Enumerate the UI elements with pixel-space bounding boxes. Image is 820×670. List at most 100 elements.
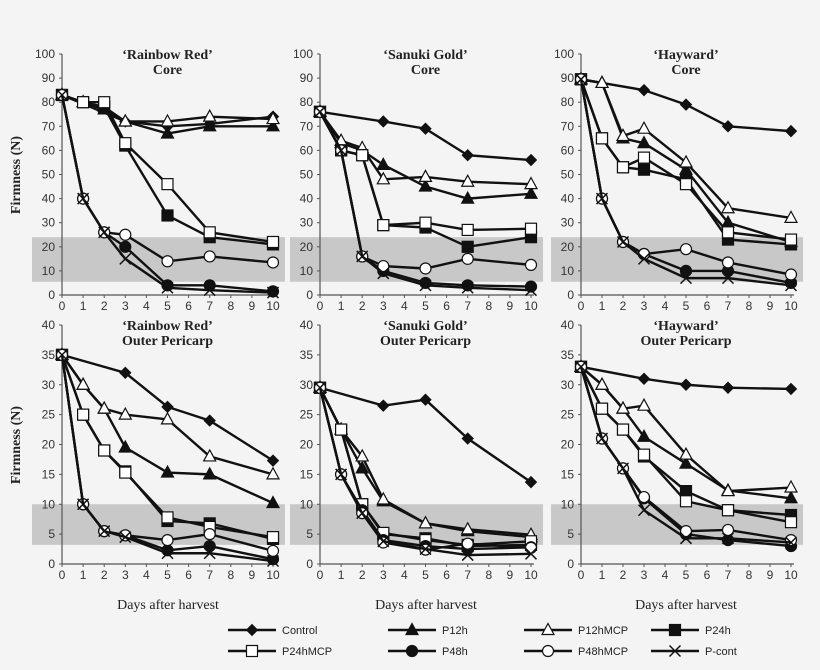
y-tick-label: 0 [306,288,313,302]
y-tick-label: 20 [561,240,575,254]
series-p12hmcp-point [376,491,391,505]
panel-title: ‘Sanuki Gold’ [383,48,467,63]
series-p12h-point [523,186,539,199]
series-p24hmcp-point [335,423,348,436]
series-control-point [419,393,432,406]
panel-title: ‘Rainbow Red’ [122,48,213,63]
series-p24hmcp-point [595,132,609,145]
legend-item-p-cont: P-cont [651,644,737,658]
series-p-cont-point [595,192,609,205]
panel-subtitle: Outer Pericarp [640,334,731,349]
series-p24hmcp-point [161,178,174,191]
series-p-cont [574,360,798,549]
series-p24h-point [461,240,474,253]
y-tick-label: 10 [561,264,575,278]
series-p12hmcp-point [160,411,175,425]
x-tick-label: 0 [59,568,66,582]
series-p-cont-point-stroke [356,507,369,520]
series-p-cont-point-stroke [679,532,693,545]
series-p48h-point [203,539,216,553]
legend-item-p24h: P24h [651,623,731,637]
y-tick-label: 35 [300,348,314,362]
x-tick-label: 9 [767,568,774,582]
series-p-cont-point [461,281,474,294]
series-p-cont-point-stroke [203,284,216,297]
series-p48hmcp-point [784,533,798,547]
series-p24hmcp-point [616,423,630,436]
series-p24hmcp-point [266,235,280,249]
x-tick-label: 3 [122,568,129,582]
series-p-cont-point [203,284,216,297]
y-tick-label: 20 [42,438,56,452]
series-p-cont-point-stroke [356,250,369,263]
y-axis-label-top: Firmness (N) [9,136,24,214]
x-tick-label: 7 [464,568,471,582]
x-tick-label: 5 [683,568,690,582]
series-p24hmcp-point [721,504,735,517]
y-tick-label: 70 [300,119,314,133]
series-p12h-point [118,439,133,453]
series-p48hmcp-point [419,262,432,275]
series-p24hmcp-point [119,466,132,479]
series-p-cont-point-stroke [461,549,474,562]
y-tick-label: 80 [42,95,56,109]
series-p-cont-point-stroke [119,252,132,265]
series-p12hmcp-point [265,466,281,480]
series-control [574,73,798,138]
series-p12h-point [355,460,370,474]
y-tick-label: 25 [300,408,314,422]
series-p-cont-point [203,547,216,560]
y-tick-label: 30 [561,378,575,392]
y-tick-label: 10 [42,497,56,511]
series-p-cont-point [419,279,432,292]
series-p24hmcp [55,88,280,249]
y-tick-label: 35 [42,348,56,362]
legend-item-p12hmcp: P12hMCP [524,622,628,637]
series-p48hmcp-point [524,541,538,554]
legend-marker [668,644,682,658]
series-p48hmcp-point [679,525,693,538]
series-p12hmcp-point [615,400,631,414]
series-p-cont-point [595,432,609,445]
series-control-point [419,122,432,135]
series-p12h-point [418,178,433,192]
series-p24hmcp-point [784,516,798,529]
y-tick-label: 5 [306,527,313,541]
series-p-cont-point [784,536,798,549]
series-p24hmcp-point [616,161,630,174]
y-tick-label: 5 [48,527,55,541]
x-tick-label: 8 [485,568,492,582]
series-p24hmcp-point [721,226,735,239]
series-p24hmcp-point [98,96,111,109]
series-p-cont-point [313,105,327,118]
x-tick-label: 0 [317,568,324,582]
series-p12h-point [202,466,217,480]
series-p-cont-point-stroke [637,504,651,517]
series-p-cont-point-stroke [616,462,630,475]
series-p-cont-point-stroke [784,536,798,549]
x-tick-label: 7 [206,568,213,582]
series-p-cont-point-stroke [335,468,348,481]
series-p-cont-point [55,348,69,361]
series-control-point [524,475,538,489]
series-p-cont-point [266,286,280,299]
series-p12hmcp-point [265,111,281,125]
series-p-cont-point [161,547,174,560]
legend-label: Control [282,625,317,637]
x-tick-label: 7 [206,299,213,313]
series-p-cont-point-stroke [616,235,630,249]
series-p-cont-point-stroke [77,498,90,511]
legend-label: P48hMCP [578,646,628,658]
series-p12hmcp [573,71,799,223]
series-p-cont-point [77,192,90,205]
series-p24hmcp-point [119,137,132,150]
y-tick-label: 20 [561,438,575,452]
legend-label: P12hMCP [578,625,628,637]
series-control [574,360,798,396]
legend-item-control: Control [228,623,317,637]
series-p12h-point [636,135,652,149]
panel-subtitle: Core [411,63,440,78]
